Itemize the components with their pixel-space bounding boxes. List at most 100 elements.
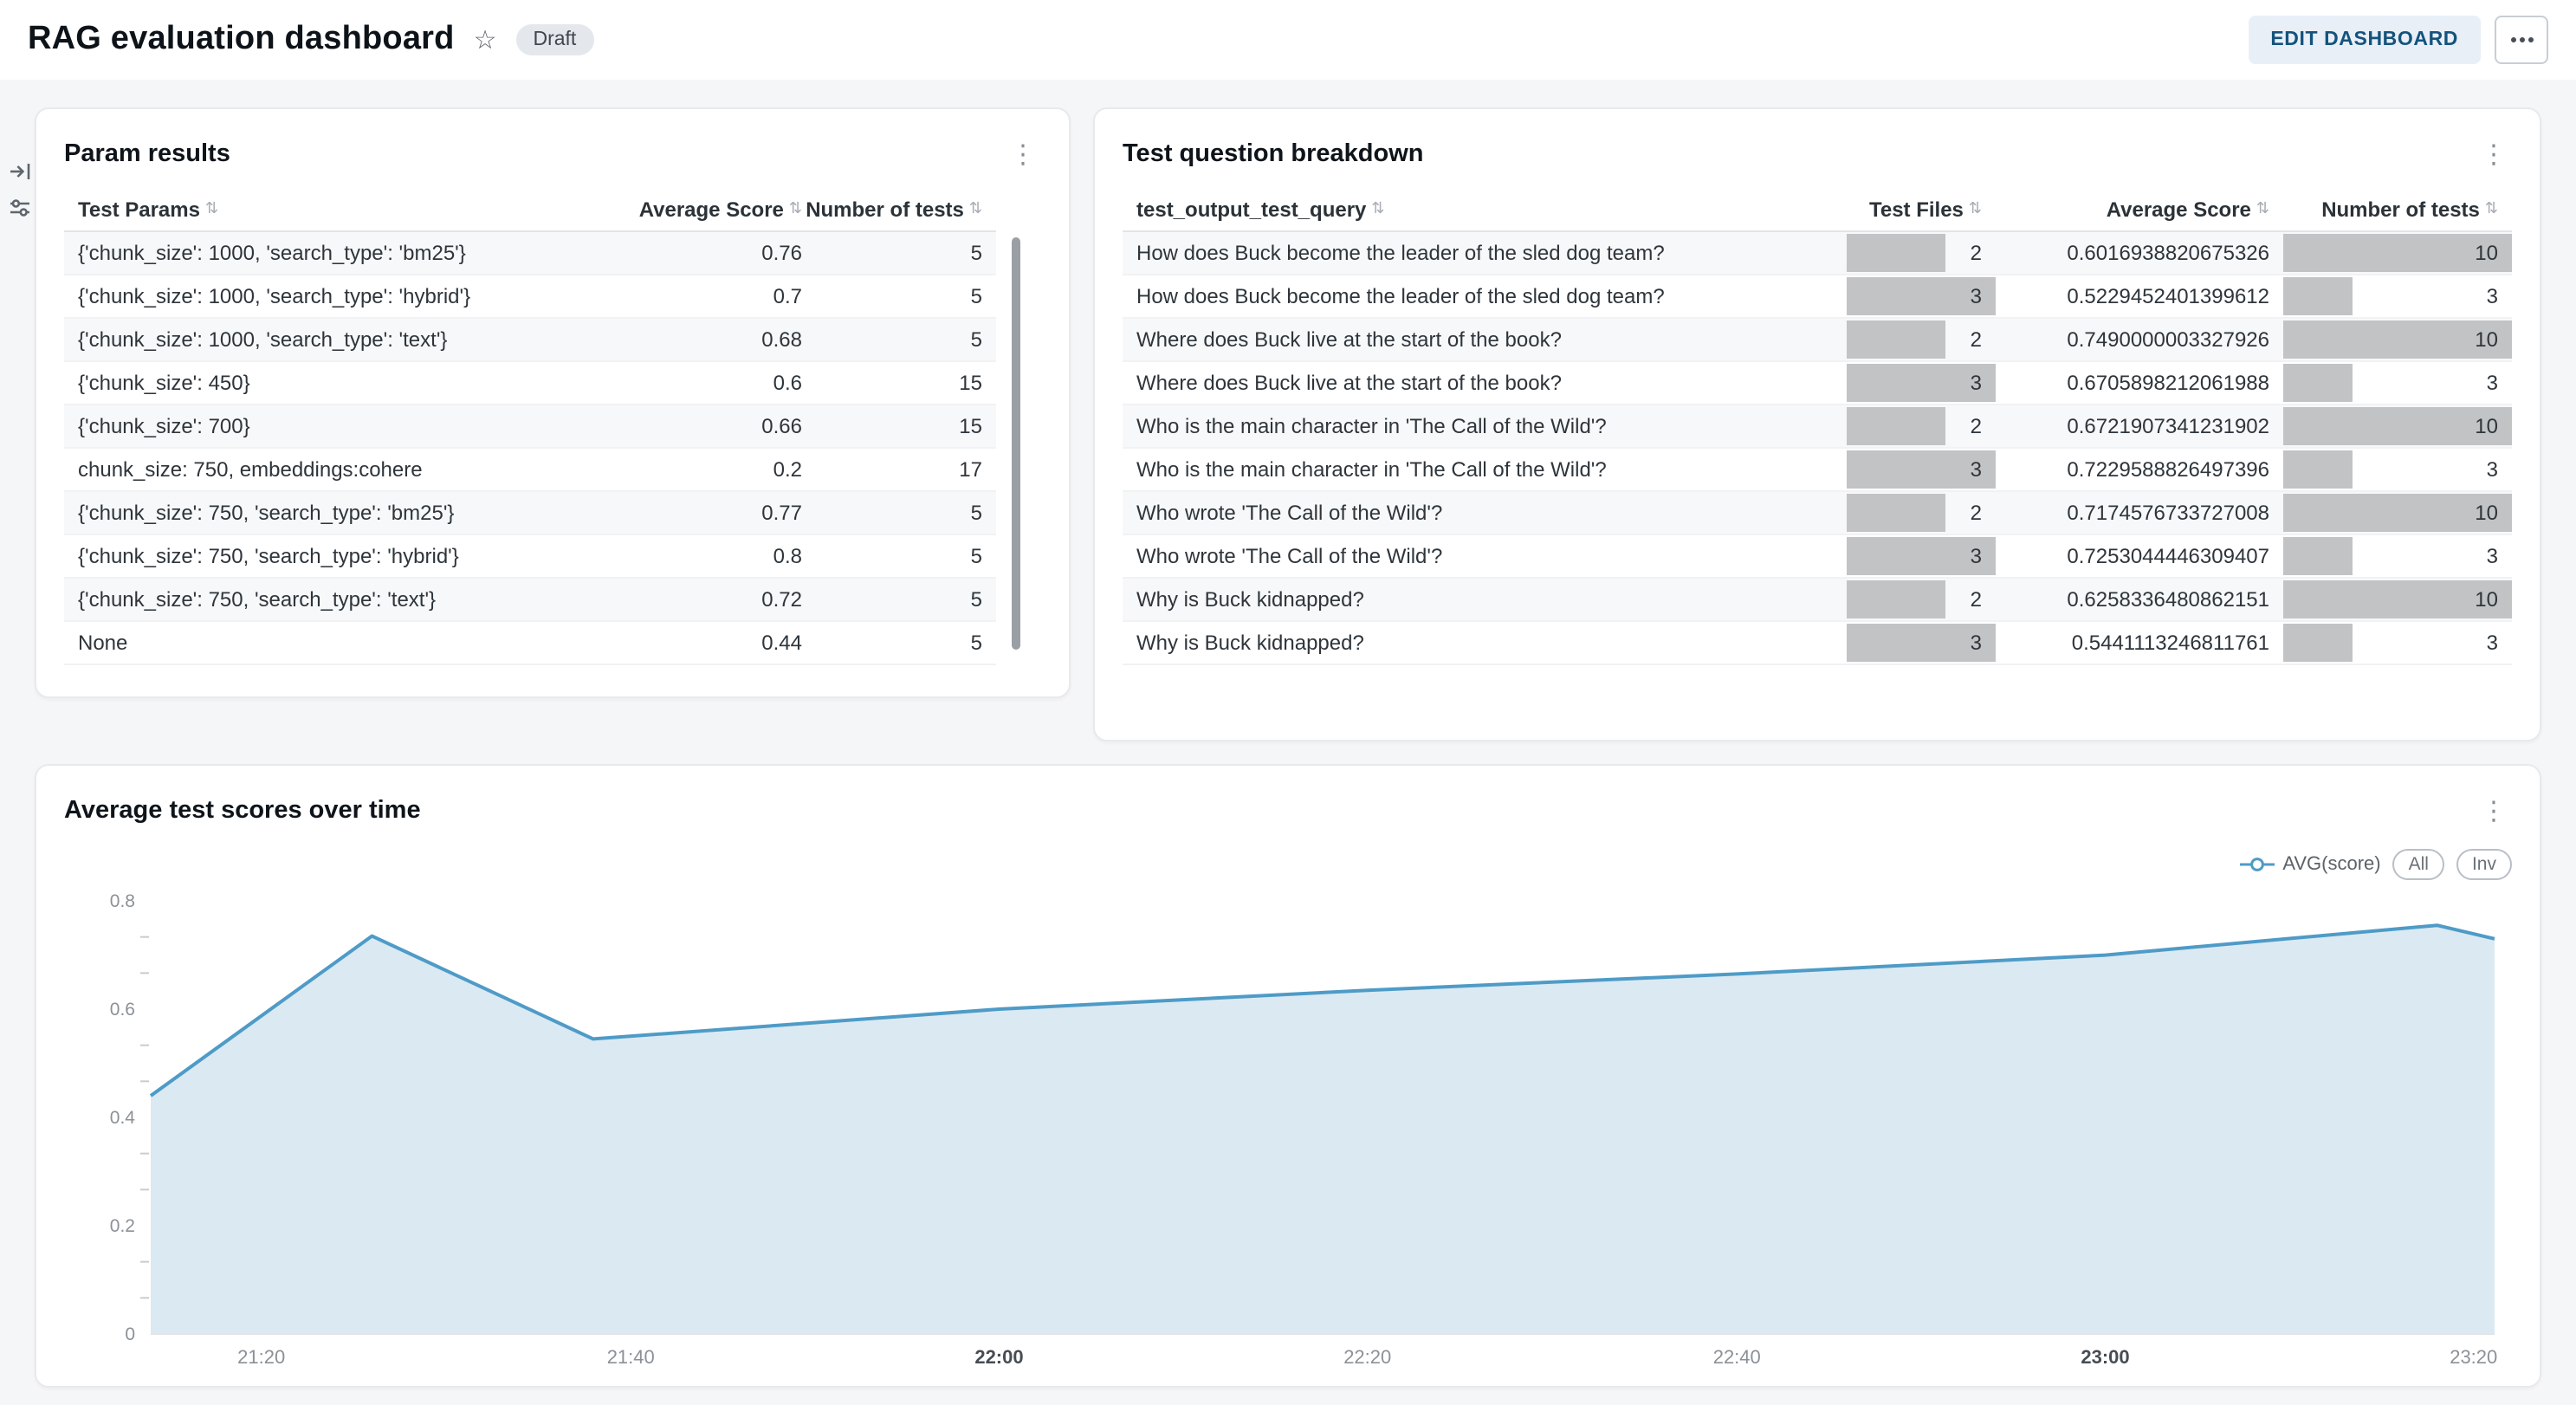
sort-icon: ⇅	[968, 201, 982, 218]
data-bar	[2283, 494, 2512, 532]
favorite-star-icon[interactable]: ☆	[470, 23, 501, 56]
avg-score-cell: 0.6258336480862151	[1996, 578, 2283, 622]
test-files-cell: 3	[1847, 275, 1996, 319]
left-toolbar	[7, 159, 33, 220]
scrollbar-thumb[interactable]	[1012, 237, 1020, 650]
table-row: Who is the main character in 'The Call o…	[1123, 405, 2512, 449]
header-actions: EDIT DASHBOARD	[2248, 16, 2548, 64]
sort-icon: ⇅	[204, 201, 219, 218]
table-row: {'chunk_size': 450} 0.6 15	[64, 361, 996, 405]
data-bar	[2283, 580, 2512, 618]
series-marker-icon	[2239, 858, 2275, 871]
question-breakdown-card: Test question breakdown ⋮ test_output_te…	[1093, 107, 2541, 741]
table-row: How does Buck become the leader of the s…	[1123, 231, 2512, 275]
table-row: Who is the main character in 'The Call o…	[1123, 448, 2512, 492]
table-row: {'chunk_size': 1000, 'search_type': 'bm2…	[64, 231, 996, 275]
avg-score-cell: 0.44	[622, 621, 816, 665]
svg-text:23:20: 23:20	[2450, 1346, 2497, 1368]
kebab-menu-icon[interactable]: ⋮	[2476, 797, 2512, 824]
filter-icon[interactable]	[7, 196, 33, 220]
data-bar	[2283, 364, 2353, 402]
table-row: Where does Buck live at the start of the…	[1123, 361, 2512, 405]
table-header-row: test_output_test_query ⇅ Test Files ⇅ Aver…	[1123, 189, 2512, 232]
svg-text:23:00: 23:00	[2081, 1346, 2129, 1368]
collapse-panel-icon[interactable]	[7, 159, 33, 184]
data-bar	[1847, 624, 1996, 662]
query-cell: Where does Buck live at the start of the…	[1123, 318, 1847, 362]
param-cell: {'chunk_size': 750, 'search_type': 'hybr…	[64, 534, 622, 579]
page-title: RAG evaluation dashboard	[28, 21, 455, 57]
avg-score-cell: 0.6721907341231902	[1996, 405, 2283, 449]
query-cell: Why is Buck kidnapped?	[1123, 578, 1847, 622]
ellipsis-icon	[2510, 37, 2533, 42]
chart-legend: AVG(score) All Inv	[64, 845, 2512, 884]
data-bar	[1847, 277, 1996, 315]
avg-score-cell: 0.7253044446309407	[1996, 534, 2283, 579]
test-files-cell: 3	[1847, 534, 1996, 579]
svg-text:21:40: 21:40	[607, 1346, 655, 1368]
table-scrollbar[interactable]	[1012, 237, 1020, 662]
sort-icon: ⇅	[2256, 201, 2269, 218]
svg-text:21:20: 21:20	[237, 1346, 285, 1368]
data-bar	[1847, 450, 1996, 489]
column-header-number-of-tests[interactable]: Number of tests ⇅	[806, 189, 996, 232]
num-tests-cell: 5	[816, 578, 996, 622]
column-header-average-score[interactable]: Average Score ⇅	[622, 189, 816, 232]
query-cell: Who wrote 'The Call of the Wild'?	[1123, 491, 1847, 535]
svg-text:0.6: 0.6	[110, 1000, 135, 1020]
num-tests-cell: 15	[816, 361, 996, 405]
table-row: None 0.44 5	[64, 621, 996, 665]
series-label: AVG(score)	[2282, 854, 2381, 875]
data-bar	[1847, 320, 1946, 359]
param-results-card: Param results ⋮ Test Params ⇅ Aver	[35, 107, 1071, 698]
data-bar	[1847, 494, 1946, 532]
table-row: Why is Buck kidnapped? 3 0.544111324681176…	[1123, 621, 2512, 665]
column-header-test-query[interactable]: test_output_test_query ⇅	[1123, 189, 1847, 232]
more-options-button[interactable]	[2495, 16, 2548, 64]
param-cell: {'chunk_size': 1000, 'search_type': 'bm2…	[64, 231, 622, 275]
num-tests-cell: 5	[816, 231, 996, 275]
query-cell: Who wrote 'The Call of the Wild'?	[1123, 534, 1847, 579]
sort-icon: ⇅	[788, 201, 802, 218]
column-header-test-files[interactable]: Test Files ⇅	[1847, 189, 1996, 232]
test-files-cell: 2	[1847, 405, 1996, 449]
avg-score-cell: 0.6	[622, 361, 816, 405]
query-cell: How does Buck become the leader of the s…	[1123, 231, 1847, 275]
sort-icon: ⇅	[1968, 201, 1982, 218]
table-row: Why is Buck kidnapped? 2 0.625833648086215…	[1123, 578, 2512, 622]
svg-text:22:20: 22:20	[1343, 1346, 1391, 1368]
column-header-average-score[interactable]: Average Score ⇅	[1996, 189, 2283, 232]
column-header-number-of-tests[interactable]: Number of tests ⇅	[2283, 189, 2512, 232]
column-header-test-params[interactable]: Test Params ⇅	[64, 189, 622, 232]
test-files-cell: 3	[1847, 621, 1996, 665]
query-cell: Who is the main character in 'The Call o…	[1123, 405, 1847, 449]
scores-chart-card: Average test scores over time ⋮ AVG(scor…	[35, 764, 2541, 1388]
svg-text:0: 0	[125, 1324, 135, 1344]
data-bar	[1847, 407, 1946, 445]
legend-all-button[interactable]: All	[2392, 849, 2444, 880]
kebab-menu-icon[interactable]: ⋮	[1005, 140, 1041, 167]
num-tests-cell: 10	[2283, 491, 2512, 535]
data-bar	[2283, 277, 2353, 315]
avg-score-cell: 0.7490000003327926	[1996, 318, 2283, 362]
scores-chart[interactable]: 0 0.2 0.4 0.6 0.8 21:20 21:40 22:00 22:20 22:40 23…	[64, 887, 2512, 1379]
svg-text:22:00: 22:00	[974, 1346, 1023, 1368]
num-tests-cell: 5	[816, 275, 996, 319]
kebab-menu-icon[interactable]: ⋮	[2476, 140, 2512, 167]
param-results-tbody: {'chunk_size': 1000, 'search_type': 'bm2…	[64, 231, 996, 665]
data-bar	[2283, 234, 2512, 272]
avg-score-cell: 0.77	[622, 491, 816, 535]
num-tests-cell: 10	[2283, 405, 2512, 449]
data-bar	[2283, 407, 2512, 445]
title-group: RAG evaluation dashboard ☆ Draft	[28, 21, 594, 59]
edit-dashboard-button[interactable]: EDIT DASHBOARD	[2248, 16, 2481, 64]
param-cell: {'chunk_size': 450}	[64, 361, 622, 405]
avg-score-cell: 0.76	[622, 231, 816, 275]
svg-text:0.4: 0.4	[110, 1108, 136, 1128]
legend-invert-button[interactable]: Inv	[2456, 849, 2512, 880]
table-row: {'chunk_size': 750, 'search_type': 'hybr…	[64, 534, 996, 579]
data-bar	[1847, 364, 1996, 402]
param-cell: None	[64, 621, 622, 665]
num-tests-cell: 5	[816, 318, 996, 362]
query-cell: Where does Buck live at the start of the…	[1123, 361, 1847, 405]
